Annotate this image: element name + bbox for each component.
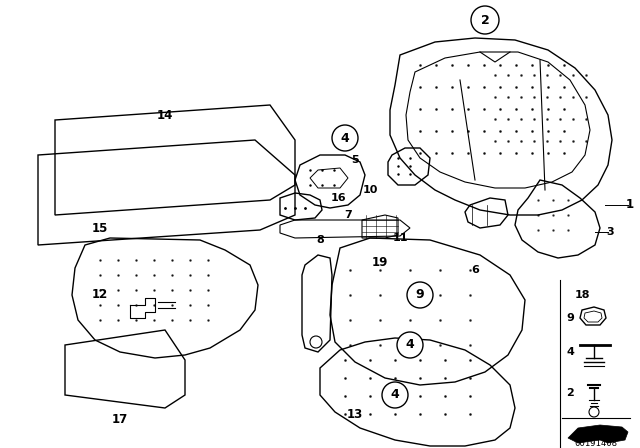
Text: 4: 4 (566, 347, 574, 357)
Circle shape (332, 125, 358, 151)
Text: 13: 13 (347, 409, 363, 422)
Text: 4: 4 (340, 132, 349, 145)
Text: 2: 2 (566, 388, 574, 398)
Text: 2: 2 (481, 13, 490, 26)
Text: 16: 16 (330, 193, 346, 203)
Circle shape (397, 332, 423, 358)
Text: 12: 12 (92, 289, 108, 302)
Circle shape (382, 382, 408, 408)
Text: 9: 9 (416, 289, 424, 302)
Text: 14: 14 (157, 108, 173, 121)
Text: 7: 7 (344, 210, 352, 220)
Polygon shape (568, 425, 628, 443)
Text: 6: 6 (471, 265, 479, 275)
Text: 4: 4 (406, 339, 414, 352)
Circle shape (407, 282, 433, 308)
Text: 5: 5 (351, 155, 359, 165)
Text: 19: 19 (372, 255, 388, 268)
Text: 00191408: 00191408 (575, 439, 618, 448)
Circle shape (471, 6, 499, 34)
Text: 11: 11 (392, 233, 408, 243)
Text: 8: 8 (316, 235, 324, 245)
Text: 18: 18 (575, 290, 591, 300)
Text: 1: 1 (626, 198, 634, 211)
Text: 15: 15 (92, 221, 108, 234)
Text: 17: 17 (112, 414, 128, 426)
Text: 4: 4 (390, 388, 399, 401)
Text: 3: 3 (606, 227, 614, 237)
Text: 9: 9 (566, 313, 574, 323)
Text: 10: 10 (362, 185, 378, 195)
